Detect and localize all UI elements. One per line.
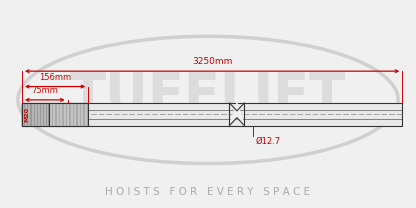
Text: 156mm: 156mm bbox=[39, 73, 71, 82]
Bar bbox=[49, 103, 88, 126]
Bar bbox=[22, 103, 49, 126]
Text: 3250mm: 3250mm bbox=[192, 57, 232, 66]
Text: 75mm: 75mm bbox=[31, 86, 58, 95]
Polygon shape bbox=[230, 103, 244, 126]
Bar bbox=[22, 103, 402, 126]
Text: H O I S T S   F O R   E V E R Y   S P A C E: H O I S T S F O R E V E R Y S P A C E bbox=[105, 187, 311, 197]
Text: M20: M20 bbox=[25, 107, 30, 122]
Text: TUFFLIFT: TUFFLIFT bbox=[70, 70, 346, 122]
Text: Ø12.7: Ø12.7 bbox=[255, 137, 281, 146]
